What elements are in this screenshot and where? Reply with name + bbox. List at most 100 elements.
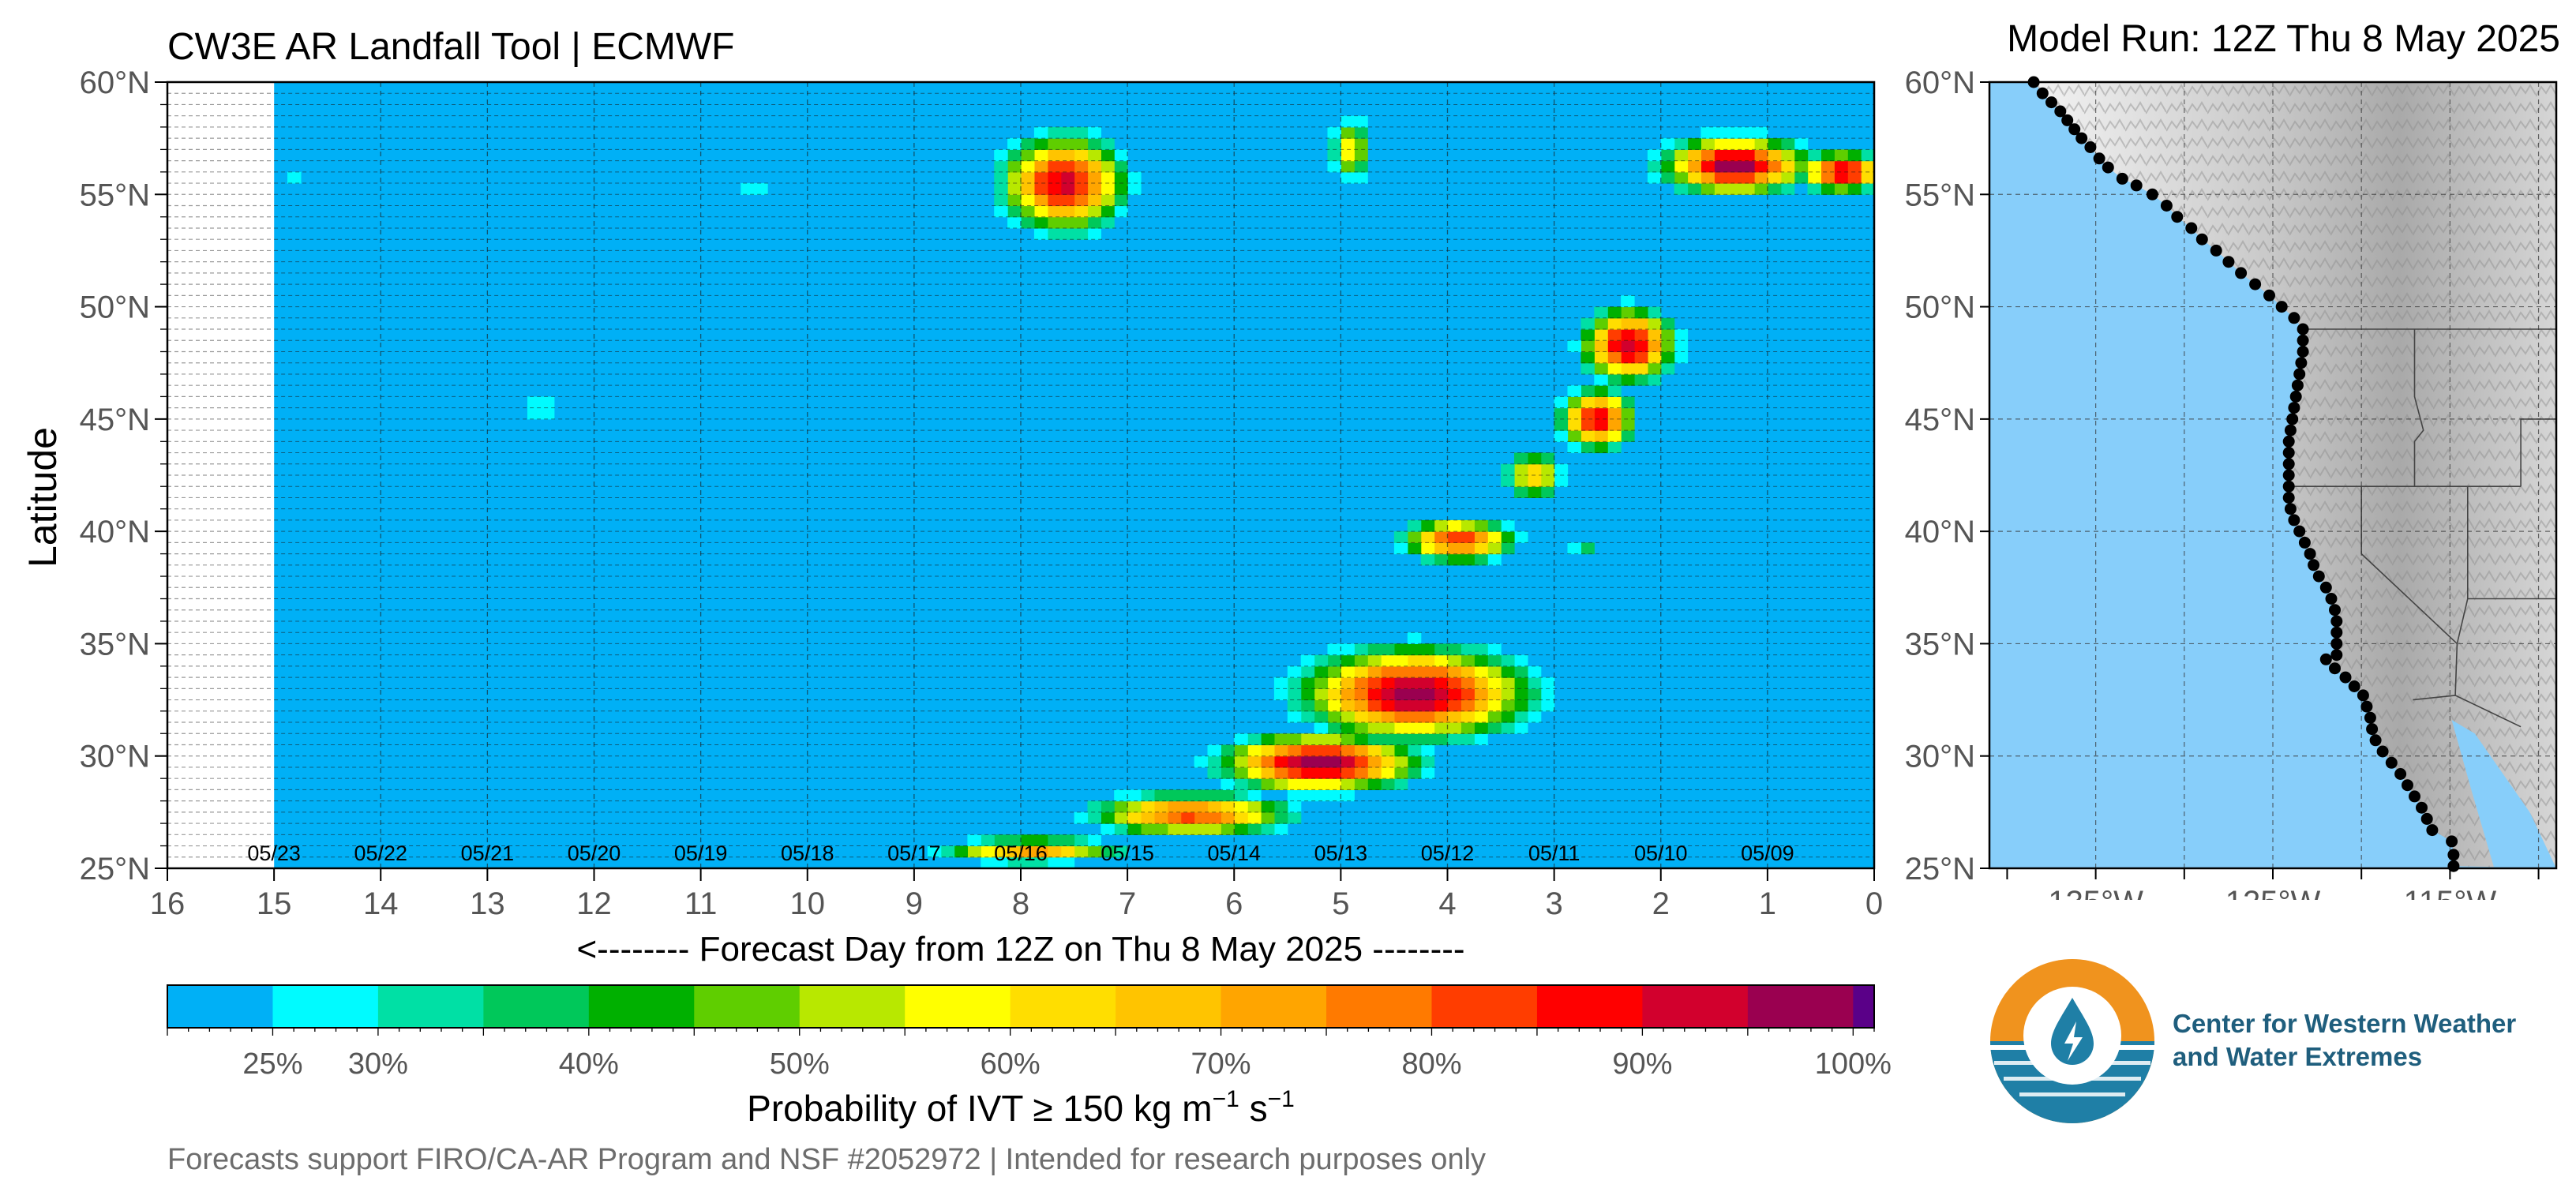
- heatmap-cell: [1420, 531, 1435, 543]
- heatmap-cell: [1514, 677, 1528, 689]
- heatmap-cell: [1234, 755, 1248, 768]
- coast-point: [2339, 671, 2352, 684]
- colorbar-bin: [1747, 985, 1854, 1028]
- heatmap-cell: [1700, 149, 1715, 162]
- heatmap-cell: [1407, 766, 1422, 779]
- colorbar-tick-label: 90%: [1612, 1047, 1672, 1081]
- heatmap-cell: [1780, 183, 1795, 195]
- heatmap-cell: [1487, 643, 1502, 656]
- heatmap-cell: [1021, 171, 1035, 184]
- heatmap-cell: [1021, 205, 1035, 218]
- coast-point: [2364, 711, 2376, 724]
- heatmap-cell: [981, 834, 995, 847]
- heatmap-cell: [1834, 171, 1848, 184]
- coast-point: [2376, 745, 2389, 758]
- heatmap-cell: [1594, 329, 1608, 341]
- heatmap-cell: [1487, 519, 1502, 532]
- heatmap-cell: [1780, 149, 1795, 162]
- heatmap-cell: [1007, 183, 1022, 195]
- heatmap-cell: [1354, 654, 1368, 667]
- heatmap-cell: [1367, 710, 1382, 723]
- heatmap-cell: [1447, 654, 1461, 667]
- heatmap-cell: [527, 407, 542, 420]
- heatmap-cell: [1340, 171, 1355, 184]
- x-tick-label: 16: [150, 886, 186, 921]
- heatmap-cell: [1207, 823, 1221, 835]
- y-tick-label: 45°N: [80, 403, 150, 437]
- heatmap-cell: [1367, 722, 1382, 734]
- heatmap-cell: [1300, 710, 1315, 723]
- heatmap-cell: [1340, 744, 1355, 757]
- heatmap-cell: [1074, 205, 1089, 218]
- heatmap-cell: [1101, 800, 1115, 813]
- heatmap-cell: [1607, 407, 1622, 420]
- heatmap-cell: [1674, 138, 1689, 150]
- colorbar-bin: [799, 985, 906, 1028]
- coast-point: [2289, 390, 2302, 403]
- heatmap-cell: [1420, 643, 1435, 656]
- coast-points: [2027, 76, 2460, 872]
- heatmap-cell: [1820, 149, 1835, 162]
- heatmap-cell: [1607, 362, 1622, 375]
- heatmap-cell: [994, 160, 1008, 173]
- heatmap-cell: [1554, 396, 1569, 409]
- heatmap-cell: [1074, 228, 1089, 240]
- heatmap-cell: [1420, 699, 1435, 712]
- heatmap-cell: [1300, 789, 1315, 802]
- heatmap-cell: [1327, 722, 1341, 734]
- heatmap-cell: [1340, 755, 1355, 768]
- heatmap-cell: [1261, 755, 1275, 768]
- heatmap-cell: [1153, 823, 1168, 835]
- heatmap-cell: [1754, 138, 1768, 150]
- heatmap-cell: [1407, 722, 1422, 734]
- heatmap-cell: [1687, 160, 1701, 173]
- heatmap-cell: [1047, 171, 1062, 184]
- heatmap-cell: [1634, 340, 1648, 353]
- heatmap-cell: [1727, 149, 1742, 162]
- heatmap-cell: [1033, 194, 1048, 207]
- heatmap-cell: [1514, 654, 1528, 667]
- heatmap-cell: [1794, 149, 1809, 162]
- heatmap-cell: [1447, 733, 1461, 746]
- heatmap-cell: [1514, 699, 1528, 712]
- heatmap-cell: [1487, 688, 1502, 701]
- heatmap-cell: [1261, 778, 1275, 790]
- heatmap-cell: [1434, 733, 1449, 746]
- date-label: 05/11: [1528, 841, 1580, 865]
- heatmap-cell: [1861, 171, 1875, 184]
- colorbar-bin: [1326, 985, 1432, 1028]
- heatmap-cell: [954, 845, 968, 858]
- coast-point: [2385, 756, 2398, 769]
- heatmap-cell: [1501, 722, 1515, 734]
- heatmap-cell: [1607, 329, 1622, 341]
- heatmap-cell: [1060, 160, 1075, 173]
- heatmap-cell: [1501, 699, 1515, 712]
- heatmap-cell: [1501, 542, 1515, 555]
- heatmap-cell: [1420, 744, 1435, 757]
- heatmap-cell: [1367, 643, 1382, 656]
- heatmap-cell: [1234, 800, 1248, 813]
- date-label: 05/09: [1741, 841, 1794, 865]
- colorbar-bin: [1431, 985, 1538, 1028]
- heatmap-cell: [1393, 677, 1408, 689]
- heatmap-cell: [1033, 183, 1048, 195]
- heatmap-cell: [1314, 789, 1329, 802]
- heatmap-cell: [1060, 194, 1075, 207]
- heatmap-cell: [1101, 811, 1115, 824]
- heatmap-cell: [1300, 766, 1315, 779]
- heatmap-cell: [1621, 430, 1635, 442]
- heatmap-cell: [1474, 688, 1488, 701]
- heatmap-cell: [1487, 710, 1502, 723]
- colorbar-tick-label: 50%: [770, 1047, 830, 1081]
- coast-point: [2325, 593, 2338, 605]
- heatmap-cell: [1314, 766, 1329, 779]
- heatmap-cell: [1273, 733, 1288, 746]
- heatmap-cell: [1087, 126, 1101, 139]
- heatmap-cell: [1101, 194, 1115, 207]
- heatmap-cell: [940, 845, 955, 858]
- heatmap-cell: [1501, 475, 1515, 487]
- heatmap-cell: [1594, 441, 1608, 454]
- y-tick-label: 60°N: [80, 66, 150, 100]
- heatmap-cell: [1420, 542, 1435, 555]
- heatmap-cell: [1354, 699, 1368, 712]
